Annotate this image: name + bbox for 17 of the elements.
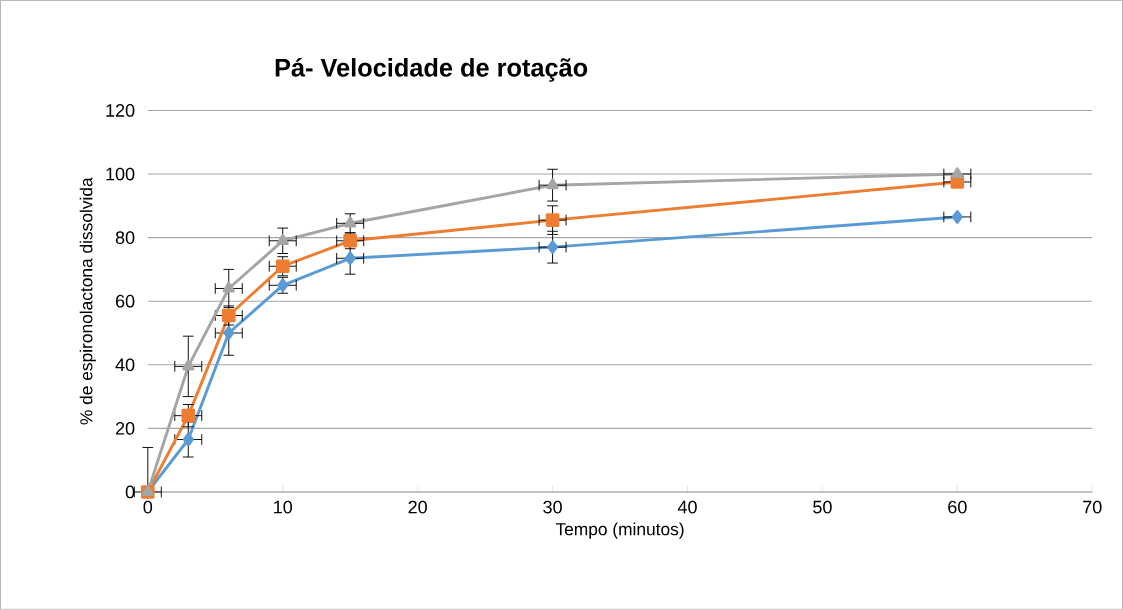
x-tick-label: 50 [813,500,832,514]
y-tick-label: 120 [106,104,135,117]
y-tick-label: 20 [115,422,135,435]
chart-title: Pá- Velocidade de rotação [275,58,588,82]
x-axis-title: Tempo (minutos) [555,522,684,539]
x-tick-label: 30 [543,500,562,514]
x-tick-label: 0 [143,500,153,514]
y-axis-title: % de espironolactona dissolvida [79,177,96,425]
y-tick-label: 40 [115,358,135,372]
x-tick-label: 20 [408,500,427,514]
x-tick-label: 40 [677,500,697,514]
y-tick-label: 100 [106,167,135,181]
y-tick-label: 60 [115,294,135,308]
x-tick-label: 10 [274,500,293,514]
x-tick-label: 60 [948,500,967,514]
y-tick-label: 80 [115,231,135,245]
x-tick-label: 70 [1083,500,1102,514]
